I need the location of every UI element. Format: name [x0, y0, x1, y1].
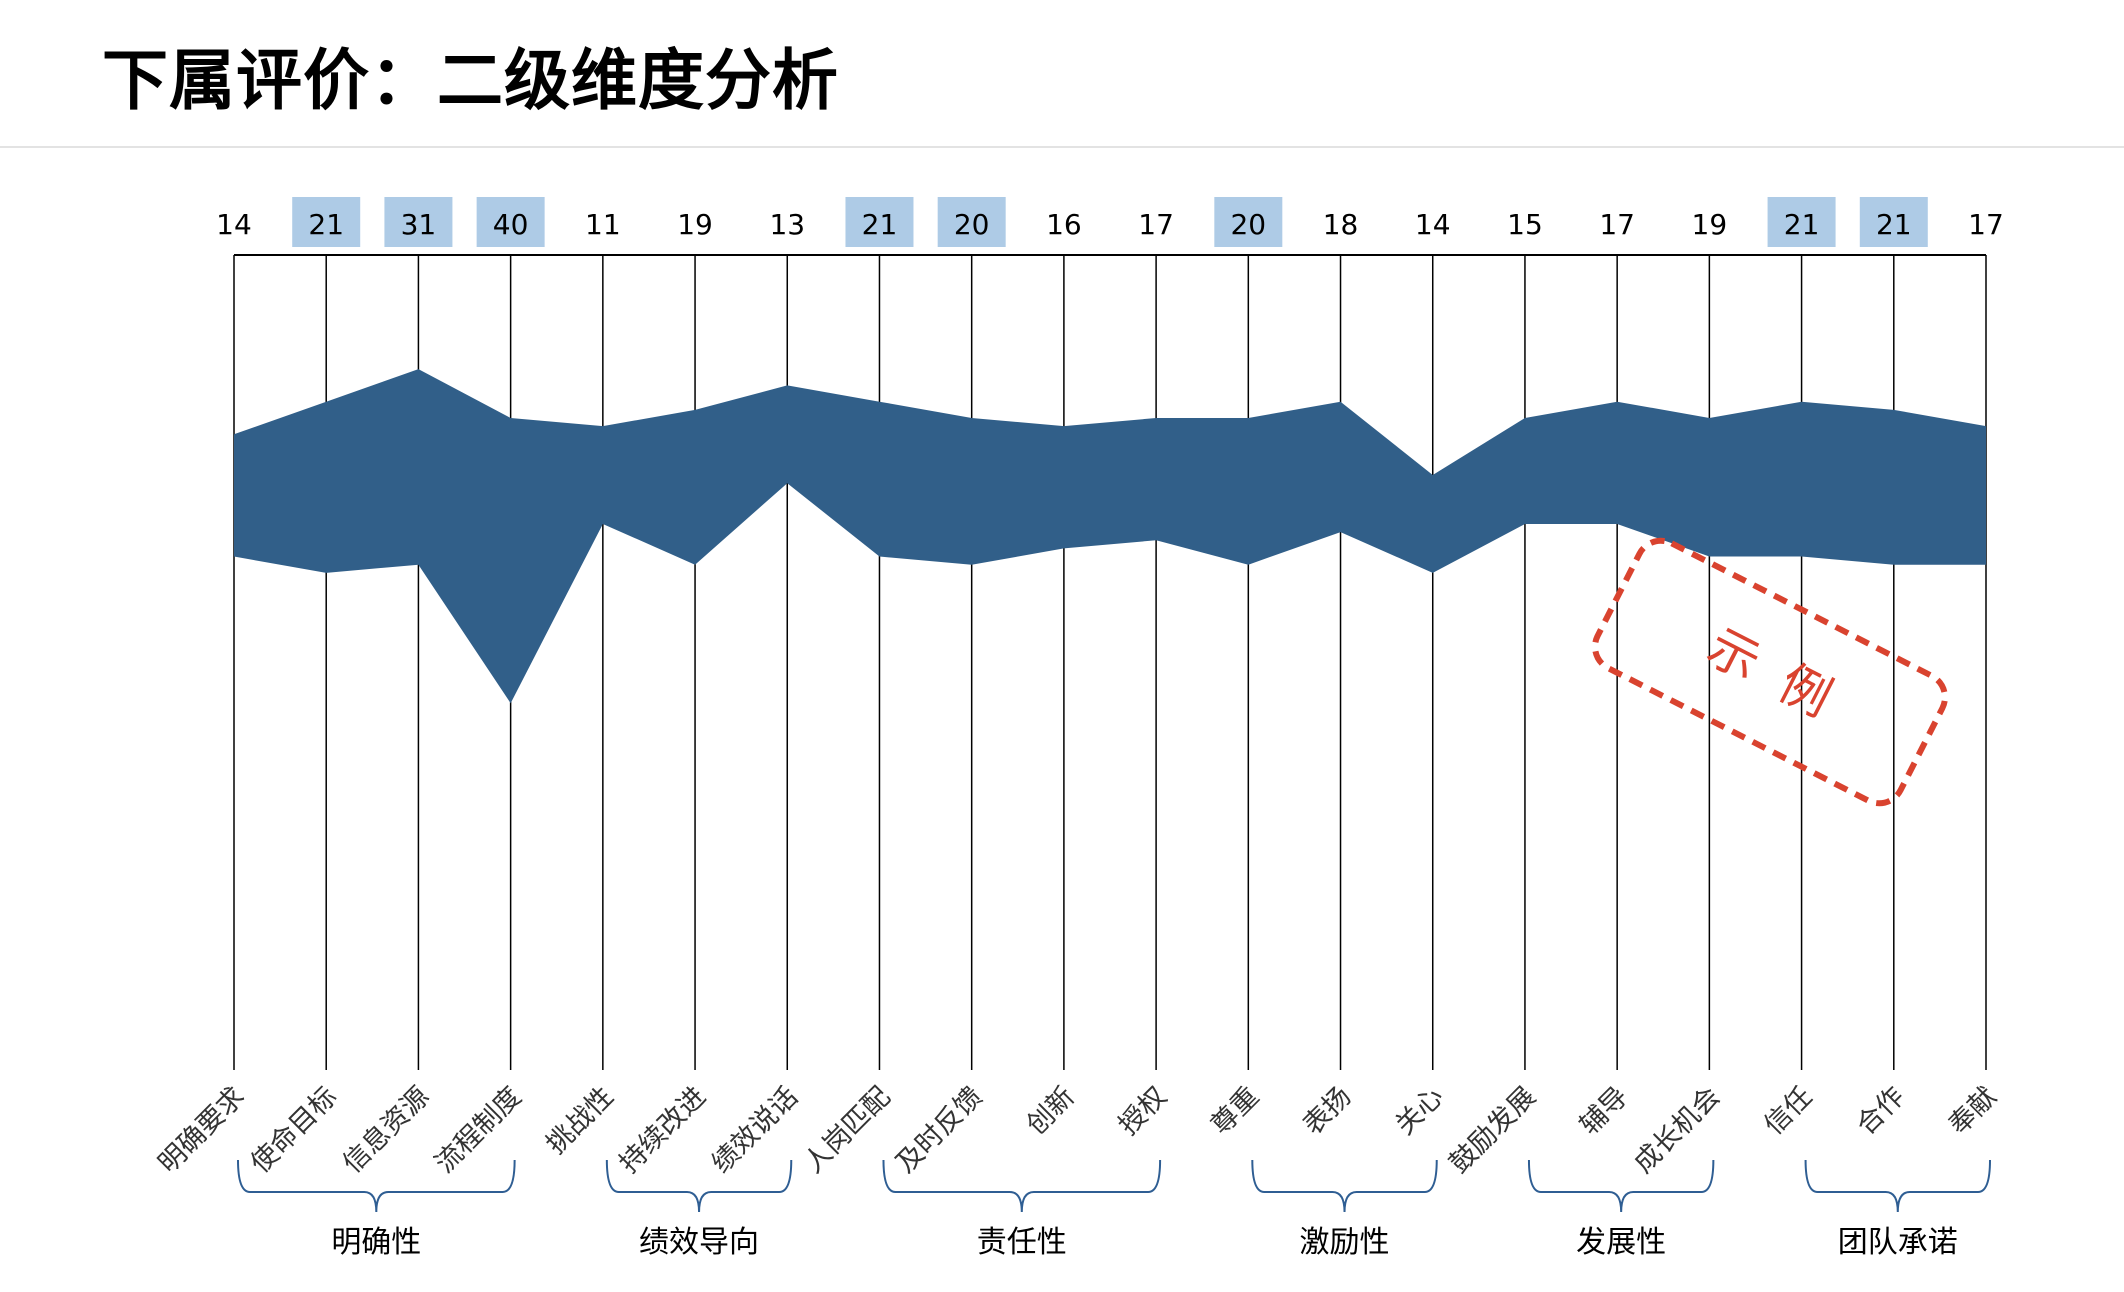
group-bracket [605, 1159, 793, 1213]
sample-stamp: 示 例 [1592, 537, 1948, 807]
count-highlight-box [1767, 197, 1836, 247]
count-label: 13 [769, 208, 805, 241]
count-highlight-box [292, 197, 361, 247]
group-brackets: 明确性 绩效导向 责任性 激励性 发展性 团队承诺 [237, 1159, 1991, 1260]
category-label: 成长机会 [1628, 1081, 1726, 1179]
category-label: 及时反馈 [890, 1081, 988, 1179]
category-label: 合作 [1851, 1081, 1911, 1141]
count-label: 21 [1876, 208, 1912, 241]
band-layer [234, 369, 1986, 704]
category-label: 表扬 [1297, 1081, 1357, 1141]
category-label: 绩效说话 [706, 1081, 804, 1179]
category-label: 信任 [1758, 1081, 1818, 1141]
count-label: 14 [216, 208, 252, 241]
category-label: 鼓励发展 [1444, 1081, 1542, 1179]
axes-layer [233, 254, 1987, 1070]
count-highlight-box [384, 197, 453, 247]
group-label: 责任性 [977, 1225, 1067, 1260]
count-label: 17 [1968, 208, 2004, 241]
title-divider [0, 146, 2124, 148]
group-label: 绩效导向 [639, 1225, 759, 1260]
count-label: 31 [401, 208, 437, 241]
category-label: 持续改进 [614, 1081, 712, 1179]
count-label: 19 [677, 208, 713, 241]
count-label: 11 [585, 208, 621, 241]
count-label: 18 [1323, 208, 1359, 241]
group-label: 明确性 [331, 1225, 421, 1260]
range-band [234, 369, 1986, 704]
category-label: 奉献 [1943, 1081, 2003, 1141]
count-label: 20 [954, 208, 990, 241]
group-bracket [1527, 1159, 1715, 1213]
group-bracket [882, 1159, 1162, 1213]
category-label: 挑战性 [541, 1081, 620, 1160]
count-label: 14 [1415, 208, 1451, 241]
category-label: 授权 [1113, 1081, 1173, 1141]
count-label: 21 [862, 208, 898, 241]
stamp-char: 例 [1770, 654, 1841, 728]
group-bracket [1804, 1159, 1991, 1213]
category-labels: 明确要求使命目标信息资源流程制度 挑战性持续改进绩效说话人岗匹配及时反馈 创新 授权尊… [153, 1081, 2003, 1179]
category-label: 关心 [1390, 1081, 1450, 1141]
group-bracket [237, 1159, 516, 1213]
count-label: 17 [1138, 208, 1174, 241]
category-label: 明确要求 [153, 1081, 251, 1179]
category-label: 人岗匹配 [798, 1081, 896, 1179]
count-highlight-box [845, 197, 914, 247]
stamp-border [1592, 537, 1948, 807]
count-label: 16 [1046, 208, 1082, 241]
count-label: 15 [1507, 208, 1543, 241]
category-label: 流程制度 [429, 1081, 527, 1179]
category-label: 创新 [1021, 1081, 1081, 1141]
count-highlight-box [937, 197, 1006, 247]
count-highlight-box [1214, 197, 1283, 247]
group-label: 激励性 [1300, 1225, 1390, 1260]
category-label: 辅导 [1574, 1081, 1634, 1141]
category-label: 使命目标 [245, 1081, 343, 1179]
count-highlight-box [476, 197, 545, 247]
count-label: 17 [1599, 208, 1635, 241]
group-label: 发展性 [1576, 1225, 1666, 1260]
count-highlight-box [1859, 197, 1928, 247]
count-label: 40 [493, 208, 529, 241]
count-label: 21 [308, 208, 344, 241]
category-label: 尊重 [1205, 1081, 1265, 1141]
count-label: 21 [1784, 208, 1820, 241]
group-label: 团队承诺 [1838, 1225, 1958, 1260]
category-label: 信息资源 [337, 1081, 435, 1179]
count-label: 20 [1230, 208, 1266, 241]
group-bracket [1251, 1159, 1438, 1213]
count-labels: 14 21 31 40 11 19 13 21 20 16 17 20 18 14 15 17 19 21 21 17 [216, 197, 2004, 247]
count-label: 19 [1692, 208, 1728, 241]
page-title: 下属评价：二级维度分析 [102, 42, 839, 119]
